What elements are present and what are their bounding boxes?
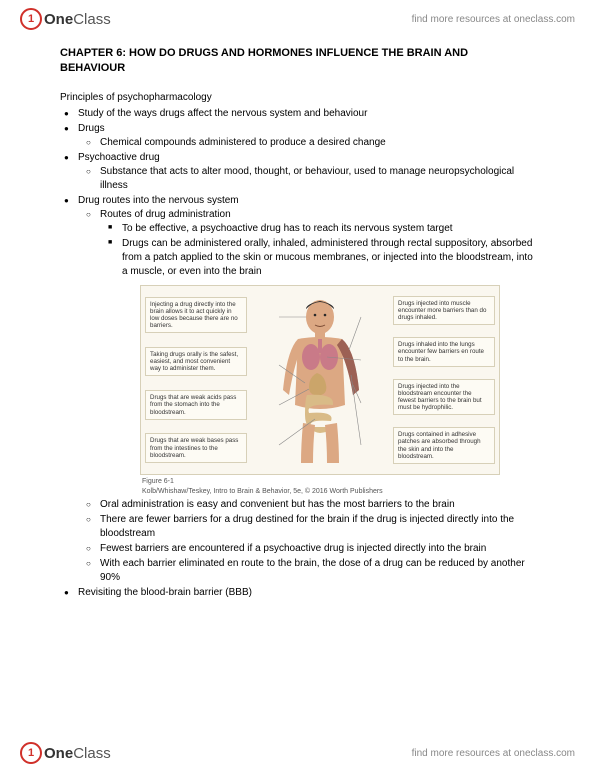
logo-word-one: One xyxy=(44,745,73,762)
figure-caption-line1: Figure 6-1 xyxy=(142,477,500,487)
list-item: With each barrier eliminated en route to… xyxy=(100,557,535,585)
logo-word-class: Class xyxy=(73,745,111,762)
list-item: There are fewer barriers for a drug dest… xyxy=(100,513,535,541)
logo-word-one: One xyxy=(44,11,73,28)
list-item: Chemical compounds administered to produ… xyxy=(100,136,535,150)
logo-text: OneClass xyxy=(44,745,111,762)
list-item: Routes of drug administration To be effe… xyxy=(100,208,535,497)
logo-icon: 1 xyxy=(20,8,42,30)
list-item: Oral administration is easy and convenie… xyxy=(100,498,535,512)
callout-muscle: Drugs injected into muscle encounter mor… xyxy=(393,296,495,325)
logo-text: OneClass xyxy=(44,11,111,28)
figure-6-1: Injecting a drug directly into the brain… xyxy=(140,285,500,497)
figure-center xyxy=(251,286,389,474)
figure-right-callouts: Drugs injected into muscle encounter mor… xyxy=(389,286,499,474)
document-body: CHAPTER 6: HOW DO DRUGS AND HORMONES INF… xyxy=(0,34,595,600)
list-item: Psychoactive drug Substance that acts to… xyxy=(78,151,535,193)
list-item: Study of the ways drugs affect the nervo… xyxy=(78,107,535,121)
list-item: To be effective, a psychoactive drug has… xyxy=(122,222,535,236)
callout-weak-base: Drugs that are weak bases pass from the … xyxy=(145,433,247,462)
list-item: Substance that acts to alter mood, thoug… xyxy=(100,165,535,193)
page-header: 1 OneClass find more resources at onecla… xyxy=(0,0,595,34)
brand-logo: 1 OneClass xyxy=(20,8,111,30)
callout-oral: Taking drugs orally is the safest, easie… xyxy=(145,347,247,376)
list-item: Drugs can be administered orally, inhale… xyxy=(122,237,535,279)
list-item: Fewest barriers are encountered if a psy… xyxy=(100,542,535,556)
footer-link[interactable]: find more resources at oneclass.com xyxy=(412,748,575,759)
list-item-label: Drug routes into the nervous system xyxy=(78,195,239,206)
list-item-label: Psychoactive drug xyxy=(78,152,160,163)
logo-icon: 1 xyxy=(20,742,42,764)
footer-logo: 1 OneClass xyxy=(20,742,111,764)
callout-bloodstream: Drugs injected into the bloodstream enco… xyxy=(393,379,495,416)
page-footer: 1 OneClass find more resources at onecla… xyxy=(0,742,595,764)
figure-caption: Figure 6-1 Kolb/Whishaw/Teskey, Intro to… xyxy=(140,477,500,497)
figure-body: Injecting a drug directly into the brain… xyxy=(140,285,500,475)
list-item: Revisiting the blood-brain barrier (BBB) xyxy=(78,586,535,600)
header-link[interactable]: find more resources at oneclass.com xyxy=(412,14,575,25)
figure-caption-line2: Kolb/Whishaw/Teskey, Intro to Brain & Be… xyxy=(142,487,500,497)
list-item-label: Drugs xyxy=(78,123,105,134)
callout-patch: Drugs contained in adhesive patches are … xyxy=(393,427,495,464)
callout-inject-brain: Injecting a drug directly into the brain… xyxy=(145,297,247,334)
list-item-label: Routes of drug administration xyxy=(100,209,231,220)
anatomy-illustration xyxy=(265,295,375,465)
list-item: Drug routes into the nervous system Rout… xyxy=(78,194,535,586)
logo-word-class: Class xyxy=(73,11,111,28)
bullet-list: Study of the ways drugs affect the nervo… xyxy=(60,107,535,601)
callout-inhaled: Drugs inhaled into the lungs encounter f… xyxy=(393,337,495,366)
figure-left-callouts: Injecting a drug directly into the brain… xyxy=(141,286,251,474)
list-item: Drugs Chemical compounds administered to… xyxy=(78,122,535,150)
section-heading: Principles of psychopharmacology xyxy=(60,91,535,105)
callout-weak-acid: Drugs that are weak acids pass from the … xyxy=(145,390,247,419)
chapter-title: CHAPTER 6: HOW DO DRUGS AND HORMONES INF… xyxy=(60,46,535,77)
